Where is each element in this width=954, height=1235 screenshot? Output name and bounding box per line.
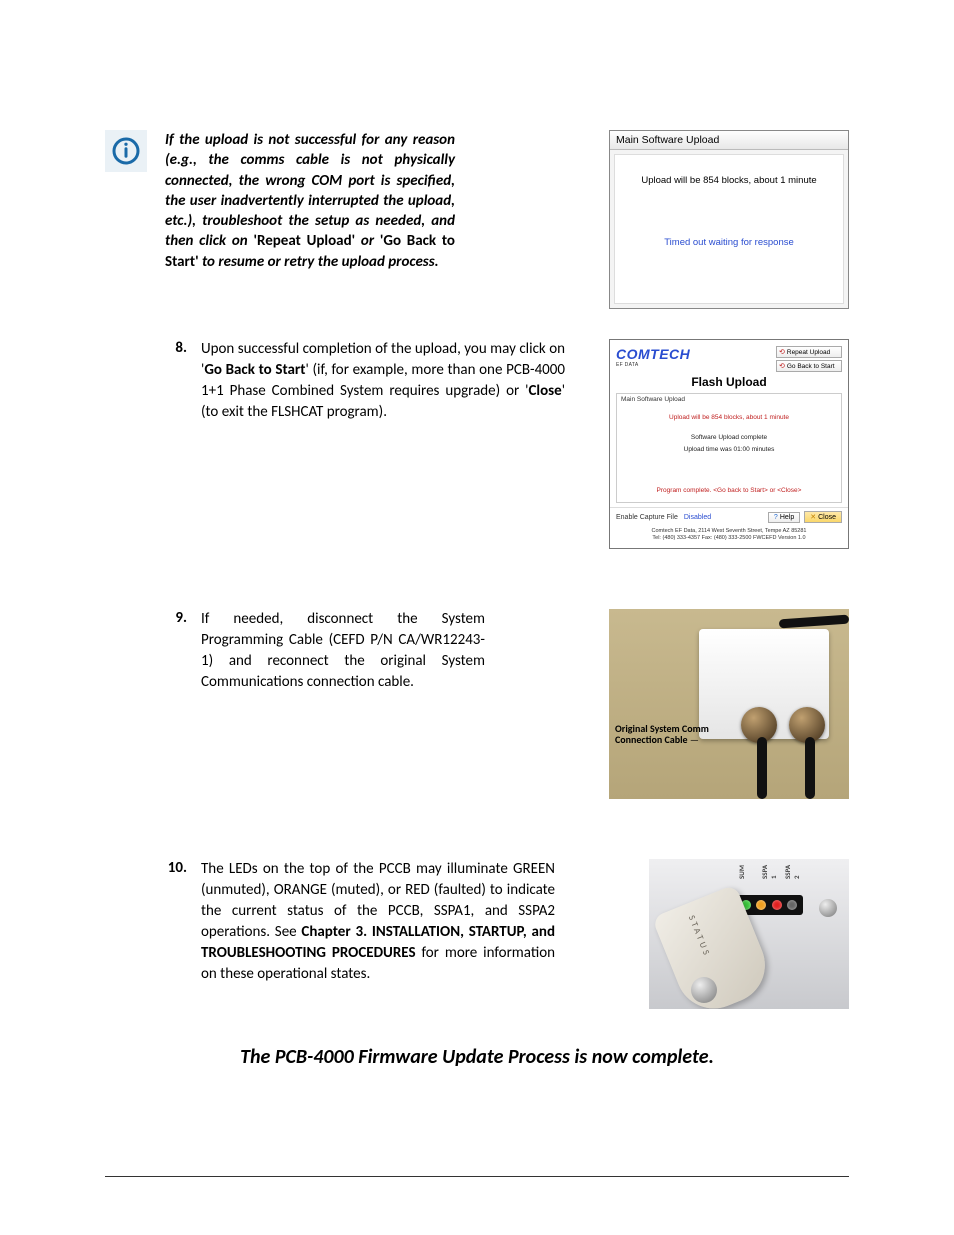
repeat-upload-button[interactable]: ⟲Repeat Upload: [776, 346, 842, 358]
led-sspa1: [756, 900, 766, 910]
close-icon: ✕: [810, 513, 816, 521]
help-icon: ?: [774, 514, 778, 521]
step-8: 8. Upon successful completion of the upl…: [165, 339, 565, 423]
repeat-icon: ⟲: [779, 348, 785, 356]
step-8-num: 8.: [165, 339, 187, 423]
row-step10: 10. The LEDs on the top of the PCCB may …: [105, 859, 849, 1009]
info-icon: [105, 130, 147, 172]
photo-leds: SUM SSPA 1 SSPA 2 STATUS: [649, 859, 849, 1009]
step-10-text: The LEDs on the top of the PCCB may illu…: [201, 859, 555, 985]
dialog-body: Upload will be 854 blocks, about 1 minut…: [614, 154, 844, 304]
photo-cable: Original System Comm Connection Cable —: [609, 609, 849, 799]
step-9: 9. If needed, disconnect the System Prog…: [165, 609, 485, 693]
step-10-num: 10.: [165, 859, 187, 985]
dialog-msg2: Timed out waiting for response: [615, 237, 843, 248]
row-callout: If the upload is not successful for any …: [105, 130, 849, 309]
capture-state: Disabled: [684, 514, 711, 521]
go-back-button[interactable]: ⟲Go Back to Start: [776, 360, 842, 372]
flash-title: Flash Upload: [610, 374, 848, 393]
close-button[interactable]: ✕Close: [804, 511, 842, 523]
conclusion: The PCB-4000 Firmware Update Process is …: [105, 1045, 849, 1069]
footer-rule: [105, 1176, 849, 1177]
flash-logo: COMTECH EF DATA: [616, 346, 772, 368]
dialog-timeout: Main Software Upload Upload will be 854 …: [609, 130, 849, 309]
step-10: 10. The LEDs on the top of the PCCB may …: [165, 859, 555, 985]
flash-inner: Main Software Upload Upload will be 854 …: [616, 393, 842, 503]
row-step8: 8. Upon successful completion of the upl…: [105, 339, 849, 549]
led-extra: [787, 900, 797, 910]
callout-text: If the upload is not successful for any …: [165, 130, 455, 272]
capture-label[interactable]: Enable Capture File: [616, 514, 678, 521]
step-8-text: Upon successful completion of the upload…: [201, 339, 565, 423]
help-button[interactable]: ?Help: [768, 512, 800, 523]
led-labels: SUM SSPA 1 SSPA 2: [735, 863, 803, 881]
flash-footer: Comtech EF Data, 2114 West Seventh Stree…: [610, 526, 848, 548]
row-step9: 9. If needed, disconnect the System Prog…: [105, 609, 849, 799]
step-9-text: If needed, disconnect the System Program…: [201, 609, 485, 693]
back-icon: ⟲: [779, 362, 785, 370]
step-9-num: 9.: [165, 609, 187, 693]
dialog-title: Main Software Upload: [610, 131, 848, 150]
led-sspa2: [772, 900, 782, 910]
flash-upload-window: COMTECH EF DATA ⟲Repeat Upload ⟲Go Back …: [609, 339, 849, 549]
callout-repeat: 'Repeat Upload': [253, 232, 355, 250]
callout-or: or: [355, 232, 380, 250]
callout-post: to resume or retry the upload process.: [199, 253, 439, 271]
photo-cable-label: Original System Comm Connection Cable —: [615, 723, 709, 745]
dialog-msg1: Upload will be 854 blocks, about 1 minut…: [615, 175, 843, 186]
